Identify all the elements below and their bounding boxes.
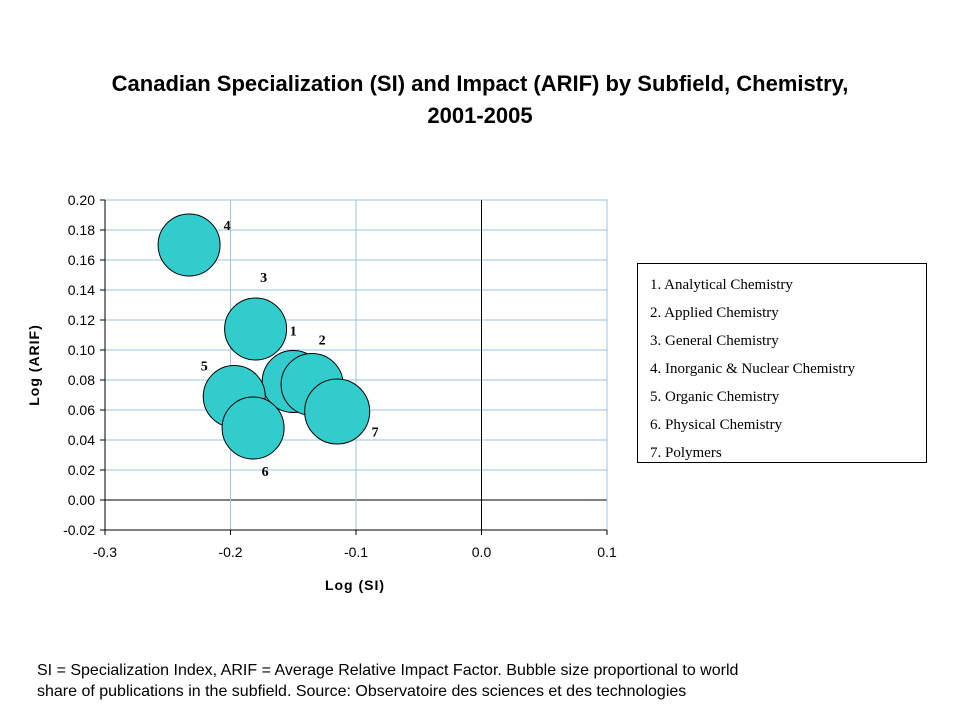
bubble-6 — [221, 396, 285, 460]
y-tick-label: 0.06 — [68, 402, 95, 418]
bubble-4 — [157, 213, 221, 277]
legend-item: 7. Polymers — [650, 445, 722, 461]
x-tick-label: 0.1 — [597, 544, 617, 560]
legend-item: 3. General Chemistry — [650, 333, 779, 349]
y-tick-label: 0.08 — [68, 372, 95, 388]
x-tick-label: -0.3 — [93, 544, 117, 560]
bubble-label: 1 — [290, 325, 297, 340]
bubble-label: 6 — [262, 465, 269, 480]
legend-item: 6. Physical Chemistry — [650, 417, 783, 433]
y-tick-label: 0.12 — [68, 312, 95, 328]
y-tick-label: 0.00 — [68, 492, 95, 508]
y-tick-label: 0.04 — [68, 432, 95, 448]
chart-title-line1: Canadian Specialization (SI) and Impact … — [111, 71, 849, 96]
footnote-line1: SI = Specialization Index, ARIF = Averag… — [37, 662, 739, 679]
footnote: SI = Specialization Index, ARIF = Averag… — [37, 660, 917, 702]
legend-item: 1. Analytical Chemistry — [650, 277, 793, 293]
x-axis-title: Log (SI) — [325, 577, 385, 593]
legend-box: 1. Analytical Chemistry 2. Applied Chemi… — [637, 263, 927, 463]
bubble-label: 2 — [319, 334, 326, 349]
footnote-line2: share of publications in the subfield. S… — [37, 683, 687, 700]
y-tick-label: 0.16 — [68, 252, 95, 268]
legend-item: 4. Inorganic & Nuclear Chemistry — [650, 361, 856, 377]
y-tick-label: 0.10 — [68, 342, 95, 358]
x-tick-label: -0.1 — [344, 544, 368, 560]
chart-title: Canadian Specialization (SI) and Impact … — [20, 68, 940, 132]
bubble-label: 7 — [372, 426, 379, 441]
bubble-label: 3 — [260, 271, 267, 286]
bubble-3 — [224, 297, 288, 361]
y-axis-title: Log (ARIF) — [26, 324, 42, 406]
bubble-layer — [157, 213, 371, 460]
y-tick-label: 0.14 — [68, 282, 95, 298]
axis-layer: -0.020.000.020.040.060.080.100.120.140.1… — [63, 192, 617, 560]
x-tick-label: 0.0 — [472, 544, 492, 560]
legend-item: 5. Organic Chemistry — [650, 389, 780, 405]
y-tick-label: -0.02 — [63, 522, 95, 538]
legend-item: 2. Applied Chemistry — [650, 305, 779, 321]
bubble-label: 5 — [201, 360, 208, 375]
y-tick-label: 0.02 — [68, 462, 95, 478]
x-tick-label: -0.2 — [218, 544, 242, 560]
y-tick-label: 0.18 — [68, 222, 95, 238]
label-layer: 1 2 3 4 5 6 7 — [201, 219, 379, 480]
bubble-7 — [304, 378, 371, 445]
y-tick-label: 0.20 — [68, 192, 95, 208]
chart-title-line2: 2001-2005 — [427, 103, 533, 128]
bubble-label: 4 — [224, 219, 231, 234]
